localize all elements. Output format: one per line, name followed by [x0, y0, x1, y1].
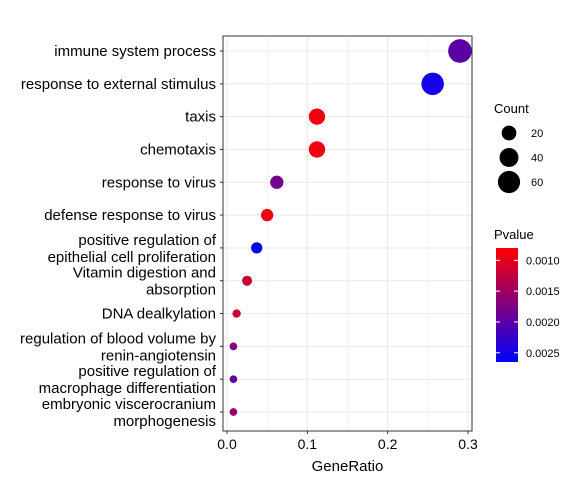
y-tick-label-line: positive regulation of [78, 232, 216, 249]
color-legend-title: Pvalue [494, 227, 534, 242]
size-legend-label: 60 [531, 177, 543, 189]
y-tick-label-line: Vitamin digestion and [73, 265, 216, 282]
size-legend-label: 40 [531, 153, 543, 165]
x-tick-label: 0.1 [298, 436, 318, 452]
size-legend-label: 20 [531, 128, 543, 140]
data-point [229, 342, 238, 351]
data-point [232, 309, 241, 318]
y-tick-label: chemotaxis [140, 141, 216, 158]
data-points [229, 39, 472, 416]
y-tick-label: positive regulation of epithelial cell pr… [48, 232, 217, 266]
color-legend-label: 0.0020 [526, 317, 560, 329]
color-bar [496, 248, 518, 362]
x-tick-label: 0.3 [458, 436, 478, 452]
size-legend-title: Count [494, 101, 529, 116]
size-legend-key [501, 125, 517, 141]
x-tick-label: 0.2 [378, 436, 398, 452]
x-tick-label: 0.0 [217, 436, 237, 452]
y-tick-label: DNA dealkylation [102, 306, 216, 323]
data-point [260, 208, 274, 222]
size-legend-key [497, 170, 521, 194]
y-tick-label-line: epithelial cell proliferation [48, 249, 216, 266]
data-point [308, 141, 326, 158]
size-legend: Count 20 40 60 [494, 101, 543, 194]
y-tick-label-line: renin-angiotensin [101, 347, 216, 364]
y-tick-label: response to virus [102, 174, 216, 191]
y-tick-label: immune system process [54, 43, 216, 60]
data-point [308, 108, 326, 125]
y-tick-label: response to external stimulus [21, 76, 216, 93]
y-tick-label: Vitamin digestion and absorption [73, 265, 216, 299]
color-legend: Pvalue 0.0010 0.0015 0.0020 0.0025 [494, 227, 560, 362]
color-legend-label: 0.0010 [526, 255, 560, 267]
data-point [270, 175, 284, 189]
y-tick-label-line: absorption [146, 282, 216, 299]
color-legend-label: 0.0015 [526, 286, 560, 298]
x-axis-title: GeneRatio [312, 458, 384, 475]
grid-lines [223, 36, 472, 431]
y-tick-label-line: embryonic viscerocranium [42, 396, 216, 413]
y-tick-label: positive regulation of macrophage differe… [39, 363, 217, 397]
panel-border [222, 35, 473, 432]
y-tick-label-line: macrophage differentiation [39, 380, 216, 397]
y-axis-labels: immune system process response to externa… [20, 43, 223, 430]
y-tick-label-line: positive regulation of [78, 363, 216, 380]
data-point [242, 275, 253, 286]
y-tick-label: taxis [185, 109, 216, 126]
data-point [229, 408, 238, 416]
size-legend-key [499, 148, 519, 167]
color-legend-label: 0.0025 [526, 348, 560, 360]
y-tick-label-line: morphogenesis [113, 413, 216, 430]
y-tick-label-line: regulation of blood volume by [20, 330, 216, 347]
x-axis: 0.0 0.1 0.2 0.3 [217, 431, 478, 452]
y-tick-label: regulation of blood volume by renin-angio… [20, 330, 216, 364]
y-tick-label: defense response to virus [44, 207, 216, 224]
data-point [448, 39, 472, 63]
data-point [229, 375, 238, 384]
data-point [251, 242, 263, 254]
data-point [421, 72, 444, 96]
y-tick-label: embryonic viscerocranium morphogenesis [42, 396, 216, 430]
